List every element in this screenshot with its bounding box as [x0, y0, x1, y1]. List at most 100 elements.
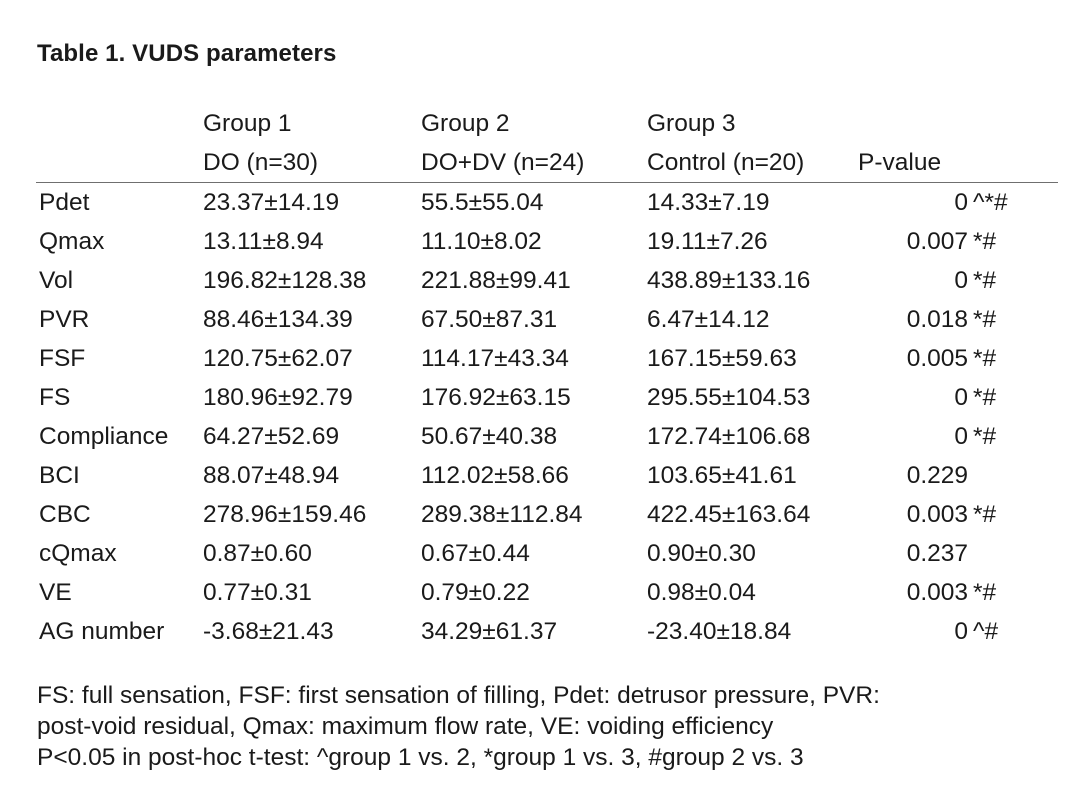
- pvalue-number: 0: [954, 266, 968, 294]
- cell-group3: 0.90±0.30: [647, 539, 756, 567]
- cell-group1: 13.11±8.94: [203, 227, 324, 255]
- table-row: Pdet 23.37±14.19 55.5±55.04 14.33±7.19 0 ^*#: [36, 183, 1058, 223]
- row-label: BCI: [39, 461, 80, 489]
- vuds-parameters-table: Group 1 Group 2 Group 3 DO (n=30) DO+DV …: [36, 104, 1058, 651]
- cell-group1: 120.75±62.07: [203, 344, 353, 372]
- table-row: Vol 196.82±128.38 221.88±99.41 438.89±133.1…: [36, 261, 1058, 300]
- column-subtitle-group3: Control (n=20): [647, 143, 858, 183]
- table-row: cQmax 0.87±0.60 0.67±0.44 0.90±0.30 0.237: [36, 534, 1058, 573]
- pvalue-number: 0.003: [906, 500, 968, 528]
- cell-group1: 23.37±14.19: [203, 188, 340, 216]
- cell-group2: 289.38±112.84: [421, 500, 583, 528]
- pvalue-number: 0.007: [906, 227, 968, 255]
- cell-group2: 112.02±58.66: [421, 461, 569, 489]
- row-label: VE: [39, 578, 72, 606]
- header-row-groups: Group 1 Group 2 Group 3: [36, 104, 1058, 143]
- cell-pvalue: 0 *#: [858, 261, 1058, 300]
- cell-pvalue: 0 *#: [858, 378, 1058, 417]
- cell-pvalue: 0.003 *#: [858, 573, 1058, 612]
- cell-pvalue: 0 *#: [858, 417, 1058, 456]
- significance-markers: ^*#: [973, 188, 1008, 216]
- row-label: Pdet: [39, 188, 90, 216]
- cell-group2: 0.67±0.44: [421, 539, 530, 567]
- table-row: FSF 120.75±62.07 114.17±43.34 167.15±59.63 0…: [36, 339, 1058, 378]
- column-header-group3: Group 3: [647, 109, 736, 137]
- pvalue-number: 0.003: [906, 578, 968, 606]
- cell-group1: 88.07±48.94: [203, 461, 340, 489]
- significance-markers: *#: [973, 578, 997, 606]
- significance-markers: *#: [973, 227, 997, 255]
- cell-group1: 64.27±52.69: [203, 422, 340, 450]
- table-row: AG number -3.68±21.43 34.29±61.37 -23.40±18…: [36, 612, 1058, 651]
- row-label: FSF: [39, 344, 86, 372]
- cell-group1: 196.82±128.38: [203, 266, 367, 294]
- table-row: Compliance 64.27±52.69 50.67±40.38 172.74±1…: [36, 417, 1058, 456]
- footnotes: FS: full sensation, FSF: first sensation…: [37, 680, 880, 773]
- cell-group3: 19.11±7.26: [647, 227, 768, 255]
- cell-group3: 0.98±0.04: [647, 578, 756, 606]
- significance-markers: *#: [973, 305, 997, 333]
- cell-group2: 176.92±63.15: [421, 383, 571, 411]
- column-subtitle-group2: DO+DV (n=24): [421, 143, 647, 183]
- header-row-subtitles: DO (n=30) DO+DV (n=24) Control (n=20) P-…: [36, 143, 1058, 183]
- row-label: Compliance: [39, 422, 169, 450]
- cell-group1: 180.96±92.79: [203, 383, 353, 411]
- footnote-line: post-void residual, Qmax: maximum flow r…: [37, 713, 774, 740]
- footnote-line: P<0.05 in post-hoc t-test: ^group 1 vs. …: [37, 744, 804, 771]
- cell-group1: 0.87±0.60: [203, 539, 312, 567]
- table-title: Table 1. VUDS parameters: [37, 40, 337, 67]
- table-row: Qmax 13.11±8.94 11.10±8.02 19.11±7.26 0.007 *…: [36, 222, 1058, 261]
- cell-group3: 172.74±106.68: [647, 422, 811, 450]
- significance-markers: ^#: [973, 617, 999, 645]
- row-label: CBC: [39, 500, 91, 528]
- cell-group2: 50.67±40.38: [421, 422, 558, 450]
- pvalue-number: 0: [954, 422, 968, 450]
- cell-pvalue: 0.007 *#: [858, 222, 1058, 261]
- table-row: FS 180.96±92.79 176.92±63.15 295.55±104.53 0…: [36, 378, 1058, 417]
- pvalue-number: 0.005: [906, 344, 968, 372]
- pvalue-number: 0.237: [906, 539, 968, 567]
- cell-group2: 114.17±43.34: [421, 344, 569, 372]
- pvalue-number: 0.018: [906, 305, 968, 333]
- row-label: FS: [39, 383, 71, 411]
- significance-markers: *#: [973, 383, 997, 411]
- header-empty-cell: [36, 104, 203, 143]
- pvalue-number: 0.229: [906, 461, 968, 489]
- cell-group3: 422.45±163.64: [647, 500, 811, 528]
- cell-pvalue: 0.005 *#: [858, 339, 1058, 378]
- cell-group3: -23.40±18.84: [647, 617, 792, 645]
- cell-group2: 11.10±8.02: [421, 227, 542, 255]
- cell-group1: 278.96±159.46: [203, 500, 367, 528]
- table-row: BCI 88.07±48.94 112.02±58.66 103.65±41.61 0.…: [36, 456, 1058, 495]
- cell-group2: 221.88±99.41: [421, 266, 571, 294]
- column-header-pvalue: P-value: [858, 143, 1058, 183]
- cell-group1: -3.68±21.43: [203, 617, 334, 645]
- footnote-line: FS: full sensation, FSF: first sensation…: [37, 682, 880, 709]
- pvalue-number: 0: [954, 188, 968, 216]
- table-row: CBC 278.96±159.46 289.38±112.84 422.45±163.…: [36, 495, 1058, 534]
- cell-group3: 167.15±59.63: [647, 344, 797, 372]
- cell-group2: 55.5±55.04: [421, 188, 544, 216]
- table-row: VE 0.77±0.31 0.79±0.22 0.98±0.04 0.003 *#: [36, 573, 1058, 612]
- pvalue-number: 0: [954, 383, 968, 411]
- row-label: AG number: [39, 617, 165, 645]
- column-subtitle-group1: DO (n=30): [203, 143, 421, 183]
- significance-markers: *#: [973, 422, 997, 450]
- pvalue-number: 0: [954, 617, 968, 645]
- cell-group2: 0.79±0.22: [421, 578, 530, 606]
- cell-pvalue: 0.237: [858, 534, 1058, 573]
- column-header-group2: Group 2: [421, 109, 510, 137]
- header-empty-cell: [36, 143, 203, 183]
- row-label: cQmax: [39, 539, 117, 567]
- cell-pvalue: 0.003 *#: [858, 495, 1058, 534]
- cell-group1: 88.46±134.39: [203, 305, 353, 333]
- cell-group3: 6.47±14.12: [647, 305, 770, 333]
- table-row: PVR 88.46±134.39 67.50±87.31 6.47±14.12 0.01…: [36, 300, 1058, 339]
- significance-markers: *#: [973, 500, 997, 528]
- row-label: PVR: [39, 305, 90, 333]
- column-header-group1: Group 1: [203, 109, 292, 137]
- cell-pvalue: 0 ^#: [858, 612, 1058, 651]
- significance-markers: *#: [973, 266, 997, 294]
- cell-group3: 14.33±7.19: [647, 188, 770, 216]
- cell-pvalue: 0.229: [858, 456, 1058, 495]
